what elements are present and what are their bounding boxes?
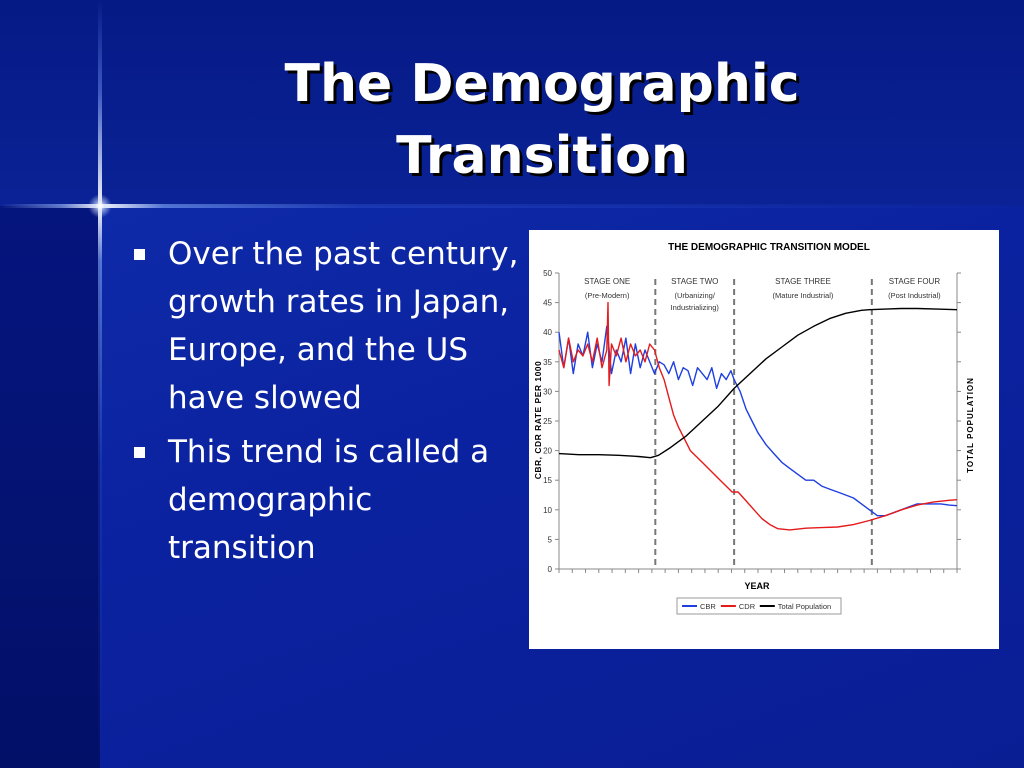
series-line-cdr [558,301,958,531]
slide-title-line-2: Transition [396,126,688,186]
y-tick-label: 0 [548,565,553,574]
legend-label: Total Population [778,602,831,611]
bullet-text: This trend is called a demographic trans… [168,434,490,566]
light-flare-vertical [98,0,102,768]
y-tick-label: 30 [543,387,552,396]
y-tick-label: 10 [543,506,552,515]
light-flare-star [88,194,112,218]
chart-title: THE DEMOGRAPHIC TRANSITION MODEL [668,242,870,253]
bullet-item: This trend is called a demographic trans… [130,428,520,572]
demographic-transition-chart: THE DEMOGRAPHIC TRANSITION MODEL CBR, CD… [529,230,999,649]
y-tick-label: 45 [543,299,552,308]
y-tick-label: 15 [543,476,552,485]
stage-label: STAGE TWO [671,277,718,286]
y2-axis-label: TOTAL POPULATION [966,377,975,473]
square-bullet-icon [134,447,145,458]
stage-detail-label: (Post Industrial) [888,291,941,300]
bullet-text: Over the past century, growth rates in J… [168,236,519,416]
x-axis-label: YEAR [744,581,770,591]
stage-detail-label: (Urbanizing/ [674,291,715,300]
bullet-list: Over the past century, growth rates in J… [130,230,520,578]
stage-detail-label: (Pre-Modern) [585,291,630,300]
stage-label: STAGE FOUR [889,277,941,286]
square-bullet-icon [134,249,145,260]
legend-label: CBR [700,602,716,611]
stage-detail-label: Industrializing) [671,303,720,312]
y-tick-label: 40 [543,328,552,337]
stage-label: STAGE ONE [584,277,630,286]
y-tick-label: 35 [543,358,552,367]
y-tick-label: 25 [543,417,552,426]
slide-title: The Demographic Transition [60,48,1024,192]
legend-label: CDR [739,602,756,611]
left-margin-background [0,206,100,768]
light-flare-horizontal [0,204,1024,208]
legend-box [676,597,842,615]
y-axis-label: CBR, CDR RATE PER 1000 [533,361,543,480]
series-line-total-population [558,307,958,459]
series-line-cbr [558,325,958,517]
bullet-item: Over the past century, growth rates in J… [130,230,520,422]
stage-label: STAGE THREE [775,277,831,286]
slide-title-line-1: The Demographic [284,54,800,114]
y-tick-label: 20 [543,447,552,456]
chart-svg: THE DEMOGRAPHIC TRANSITION MODEL CBR, CD… [533,242,975,615]
y-tick-label: 50 [543,269,552,278]
stage-detail-label: (Mature Industrial) [773,291,834,300]
y-tick-label: 5 [548,535,553,544]
title-background [0,0,1024,206]
